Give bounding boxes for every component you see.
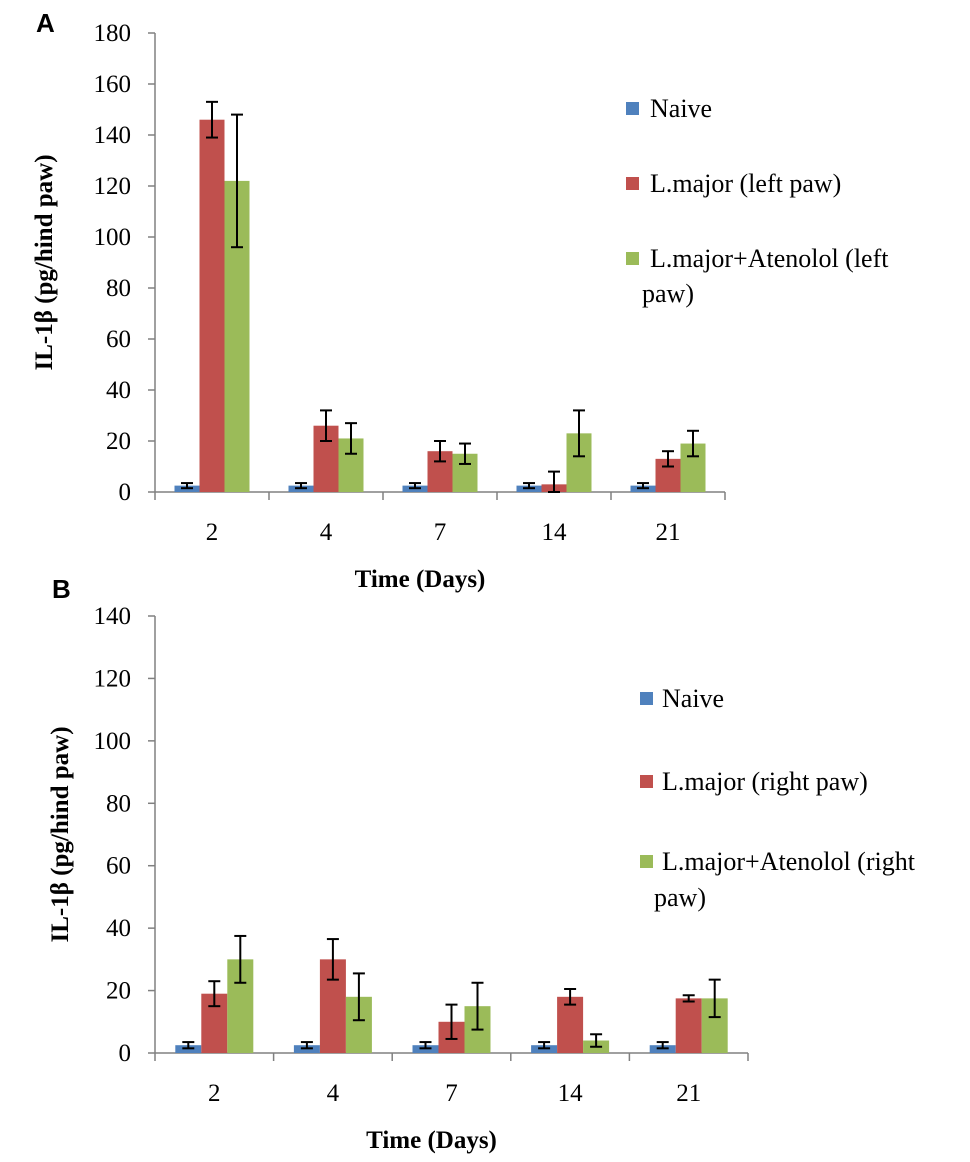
legend-swatch bbox=[626, 102, 639, 115]
x-tick-label: 4 bbox=[327, 1080, 340, 1107]
legend-label: paw) bbox=[654, 883, 706, 912]
y-tick-label: 140 bbox=[94, 603, 132, 630]
y-tick-label: 60 bbox=[106, 326, 131, 353]
legend-label: Naive bbox=[650, 94, 712, 123]
y-tick-label: 100 bbox=[94, 224, 132, 251]
y-tick-label: 100 bbox=[94, 728, 132, 755]
y-tick-label: 20 bbox=[106, 978, 131, 1005]
legend-label: L.major+Atenolol (left bbox=[650, 244, 889, 273]
legend-label: Naive bbox=[662, 684, 724, 713]
legend-label: L.major+Atenolol (right bbox=[662, 847, 916, 876]
y-tick-label: 0 bbox=[119, 479, 132, 506]
y-tick-label: 60 bbox=[106, 853, 131, 880]
bar bbox=[199, 119, 225, 492]
panel-a-chart: A 0 20 40 60 80 100 120 140 160 180 2 4 7 14 21 IL-1β (p… bbox=[31, 8, 889, 593]
y-tick-label: 80 bbox=[106, 790, 131, 817]
panel-letter: B bbox=[52, 574, 71, 604]
y-axis-title: IL-1β (pg/hind paw) bbox=[31, 154, 58, 370]
legend-label: L.major (left paw) bbox=[650, 169, 841, 198]
x-tick-label: 4 bbox=[320, 519, 333, 546]
legend-swatch bbox=[626, 252, 639, 265]
y-tick-label: 180 bbox=[94, 20, 132, 47]
legend-swatch bbox=[640, 855, 653, 868]
bar bbox=[557, 996, 584, 1053]
x-tick-label: 2 bbox=[206, 519, 219, 546]
y-tick-label: 40 bbox=[106, 915, 131, 942]
y-tick-label: 40 bbox=[106, 377, 131, 404]
y-tick-label: 0 bbox=[119, 1040, 132, 1067]
y-tick-label: 120 bbox=[94, 173, 132, 200]
x-tick-label: 7 bbox=[445, 1080, 458, 1107]
y-tick-label: 80 bbox=[106, 275, 131, 302]
legend-swatch bbox=[626, 177, 639, 190]
x-tick-label: 14 bbox=[542, 519, 568, 546]
legend-label: paw) bbox=[642, 279, 694, 308]
y-axis-title: IL-1β (pg/hind paw) bbox=[47, 726, 74, 942]
bar bbox=[675, 998, 702, 1053]
x-tick-label: 14 bbox=[558, 1080, 584, 1107]
x-axis-title: Time (Days) bbox=[355, 566, 486, 593]
panel-b-chart: B 0 20 40 60 80 100 120 140 2 4 7 14 21 IL-1β (pg/hind… bbox=[47, 574, 916, 1154]
x-axis-title: Time (Days) bbox=[366, 1127, 497, 1154]
y-tick-label: 140 bbox=[94, 122, 132, 149]
y-tick-label: 120 bbox=[94, 665, 132, 692]
legend-label: L.major (right paw) bbox=[662, 767, 868, 796]
legend-swatch bbox=[640, 692, 653, 705]
x-tick-label: 21 bbox=[656, 519, 681, 546]
legend-swatch bbox=[640, 775, 653, 788]
y-tick-label: 160 bbox=[94, 71, 132, 98]
x-tick-label: 21 bbox=[676, 1080, 701, 1107]
x-tick-label: 7 bbox=[434, 519, 447, 546]
panel-letter: A bbox=[36, 8, 55, 38]
y-tick-label: 20 bbox=[106, 428, 131, 455]
x-tick-label: 2 bbox=[208, 1080, 221, 1107]
